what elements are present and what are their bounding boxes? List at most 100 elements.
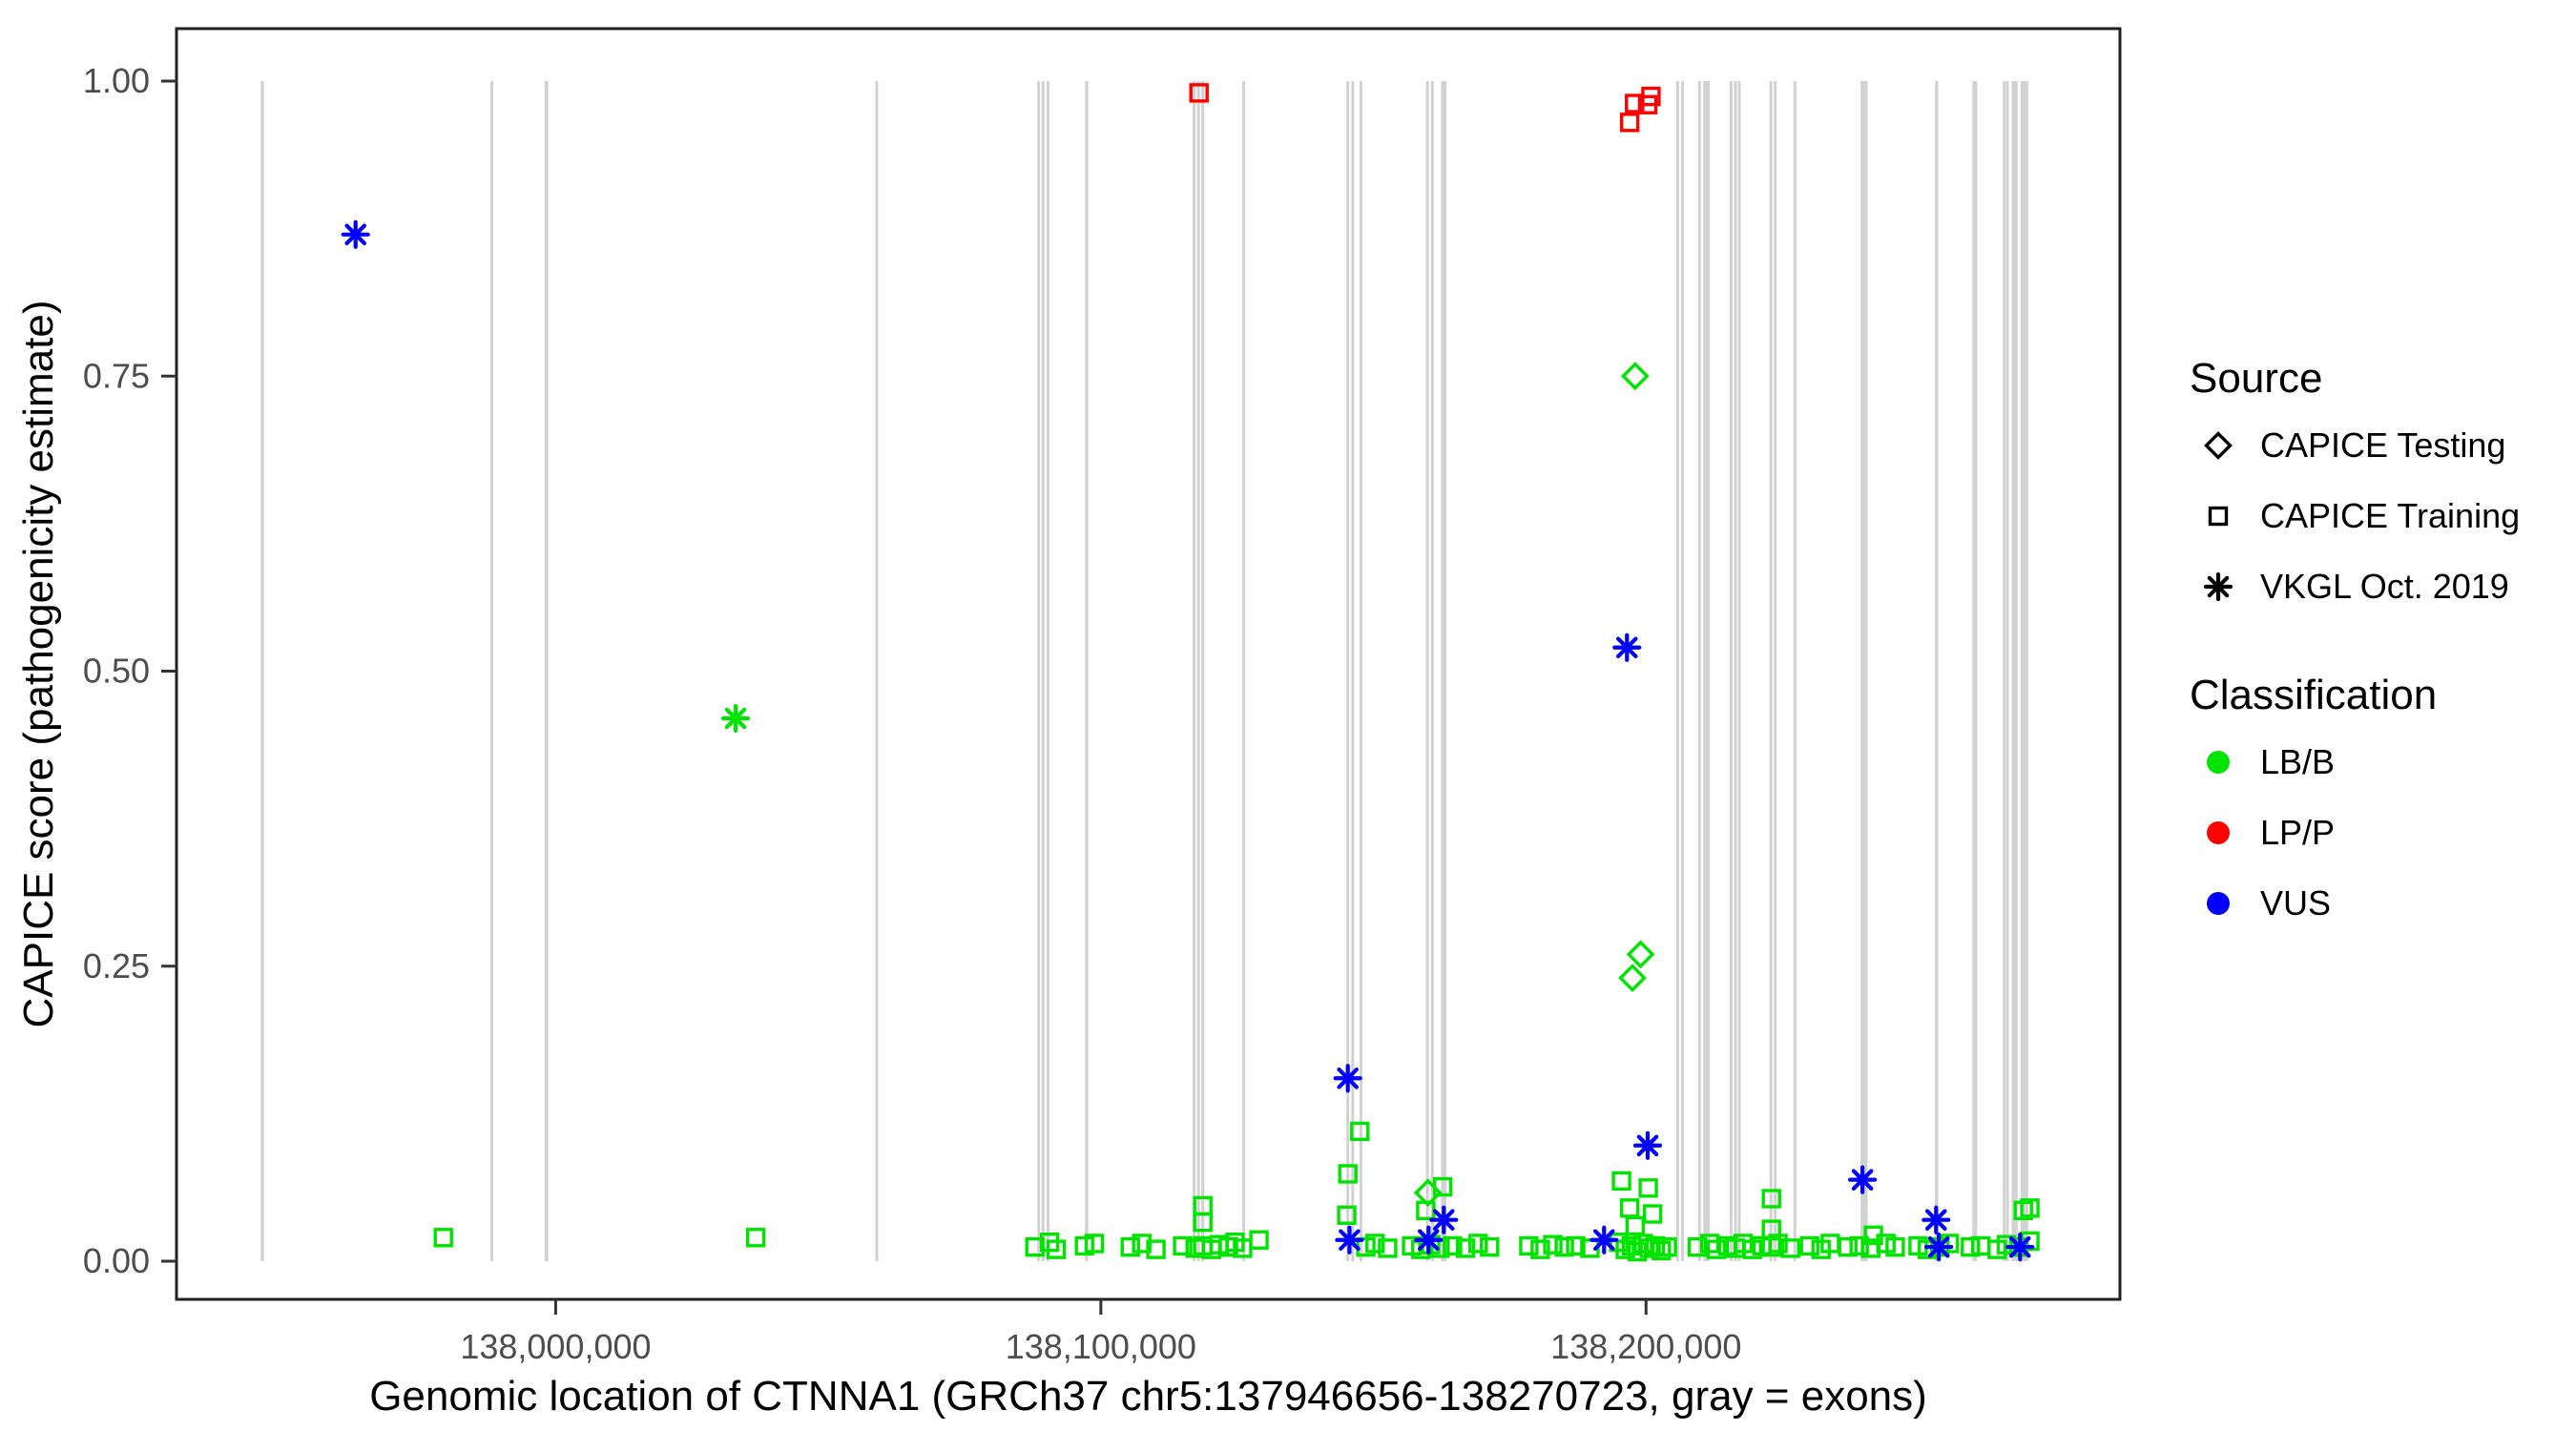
point-marker-square	[1480, 1236, 1500, 1257]
point-marker-square	[2208, 506, 2229, 527]
point-marker-square	[1120, 1236, 1140, 1257]
point-marker-square	[1638, 1178, 1658, 1198]
legend-item-label: CAPICE Testing	[2260, 425, 2506, 465]
legend-key-dot-icon	[2207, 892, 2230, 915]
axes-layer: 138,000,000 138,100,000 138,200,000 0.00 0.2…	[83, 61, 1741, 1366]
legend-key	[2190, 487, 2247, 545]
point-marker-asterisk	[1592, 1229, 1615, 1252]
point-marker-square	[1838, 1236, 1858, 1257]
legend-item: CAPICE Testing	[2190, 410, 2571, 481]
point-marker-diamond	[1618, 964, 1647, 993]
y-axis-tick-label: 0.75	[83, 356, 150, 395]
point-marker-asterisk	[1339, 1229, 1361, 1252]
legend-key-asterisk-icon	[2203, 571, 2233, 602]
x-axis-tick-label: 138,200,000	[1550, 1327, 1741, 1366]
point-marker-square	[1468, 1234, 1488, 1254]
legend-key-dot-icon	[2207, 821, 2230, 844]
point-marker-square	[1074, 1235, 1094, 1256]
point-marker-square	[1780, 1238, 1800, 1258]
point-marker-diamond	[2204, 431, 2233, 460]
point-marker-square	[1378, 1238, 1398, 1258]
point-marker-square	[1799, 1235, 1819, 1256]
legend-key-diamond-icon	[2204, 431, 2233, 460]
point-marker-square	[1365, 1234, 1385, 1254]
point-marker-square	[1338, 1164, 1358, 1184]
legend-item-label: LB/B	[2260, 742, 2336, 781]
y-axis-tick-label: 0.50	[83, 652, 150, 691]
point-marker-square	[1615, 1239, 1635, 1259]
x-axis-tick-label: 138,100,000	[1006, 1327, 1196, 1366]
legend-key-square-icon	[2208, 506, 2229, 527]
series-asterisk-vus	[341, 219, 2035, 1262]
point-marker-square	[1566, 1235, 1586, 1256]
legend-key-dot-icon	[2207, 751, 2230, 774]
point-marker-asterisk	[724, 707, 747, 730]
point-marker-square	[1146, 1239, 1166, 1259]
legend-key	[2190, 558, 2247, 615]
legend-item: LB/B	[2190, 727, 2571, 798]
point-marker-square	[1645, 1235, 1666, 1256]
point-marker-square	[1642, 1204, 1663, 1224]
point-marker-square	[1543, 1234, 1563, 1255]
series-square-lbb	[433, 1121, 2040, 1262]
y-axis-tick-label: 0.00	[83, 1241, 150, 1280]
point-marker-square	[1193, 1212, 1213, 1233]
point-marker-square	[1687, 1236, 1708, 1257]
point-marker-square	[1742, 1239, 1762, 1259]
y-axis-tick-label: 1.00	[83, 61, 150, 100]
legend-source-title: Source	[2190, 355, 2323, 402]
point-marker-square	[1633, 1234, 1653, 1254]
point-marker-square	[1554, 1236, 1574, 1257]
legend-classification-items: LB/B LP/P VUS	[2190, 727, 2571, 939]
legend-key	[2190, 804, 2247, 861]
legend-source-items: CAPICE Testing CAPICE Training VKGL Oct. 2…	[2190, 410, 2571, 622]
point-marker-square	[1046, 1239, 1067, 1259]
series-square-lpp	[1189, 83, 1661, 133]
point-marker-square	[1432, 1176, 1453, 1197]
point-marker-diamond	[1626, 940, 1655, 969]
point-marker-square	[1885, 1236, 1905, 1257]
point-marker-square	[1189, 83, 1209, 103]
legend-item: CAPICE Training	[2190, 481, 2571, 551]
point-marker-square	[1173, 1235, 1193, 1256]
panel-border	[175, 27, 2122, 1301]
point-marker-square	[1530, 1239, 1550, 1259]
legend-item-label: VKGL Oct. 2019	[2260, 567, 2509, 606]
point-marker-square	[1706, 1239, 1727, 1259]
point-marker-asterisk	[344, 223, 366, 246]
x-axis-title: Genomic location of CTNNA1 (GRCh37 chr5:…	[369, 1373, 1927, 1420]
point-marker-square	[1652, 1240, 1672, 1261]
point-marker-square	[1641, 86, 1661, 107]
point-marker-asterisk	[1417, 1229, 1440, 1252]
point-marker-asterisk	[1432, 1209, 1455, 1231]
point-marker-square	[1621, 1235, 1642, 1256]
point-marker-diamond	[1620, 362, 1650, 391]
y-axis-title: CAPICE score (pathogenicity estimate)	[15, 301, 62, 1028]
point-marker-square	[1519, 1235, 1539, 1256]
point-marker-asterisk	[2008, 1235, 2031, 1258]
legend-item: VUS	[2190, 868, 2571, 939]
point-marker-asterisk	[1636, 1134, 1659, 1157]
point-marker-square	[1350, 1121, 1370, 1142]
legend-item-label: CAPICE Training	[2260, 496, 2521, 535]
point-marker-square	[1611, 1171, 1631, 1192]
point-marker-square	[1337, 1205, 1357, 1225]
point-marker-square	[1961, 1236, 1981, 1257]
legend-item-label: LP/P	[2260, 813, 2336, 852]
point-marker-square	[1849, 1235, 1869, 1256]
legend-classification-title: Classification	[2190, 672, 2438, 718]
legend-key	[2190, 417, 2247, 474]
legend-key	[2190, 875, 2247, 932]
point-marker-square	[1657, 1236, 1677, 1257]
point-marker-square	[1761, 1189, 1781, 1209]
point-marker-square	[1443, 1235, 1463, 1256]
point-marker-square	[745, 1228, 766, 1248]
series-asterisk-lbb	[720, 703, 751, 734]
point-marker-square	[1619, 113, 1640, 133]
legend-item: VKGL Oct. 2019	[2190, 551, 2571, 622]
legend-item-label: VUS	[2260, 883, 2332, 923]
x-axis-tick-label: 138,000,000	[460, 1327, 651, 1366]
